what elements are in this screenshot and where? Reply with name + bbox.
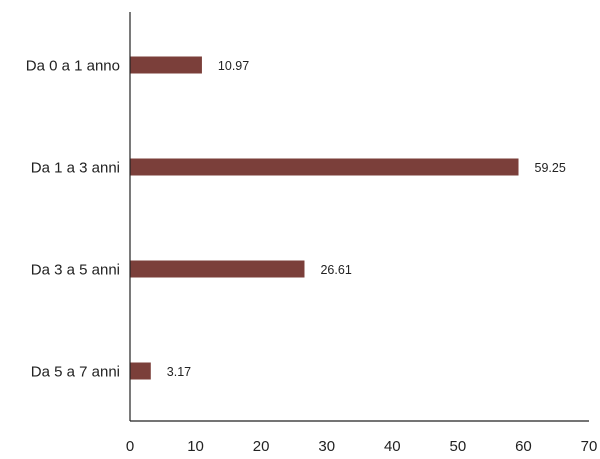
category-label: Da 3 a 5 anni <box>31 262 120 279</box>
axes-layer <box>129 12 589 422</box>
x-tick-label: 10 <box>187 438 204 455</box>
x-tick-label: 70 <box>581 438 598 455</box>
x-tick-label: 40 <box>384 438 401 455</box>
data-label: 59.25 <box>535 161 566 175</box>
x-tick-label: 0 <box>126 438 134 455</box>
category-label: Da 0 a 1 anno <box>26 58 120 75</box>
bars-layer <box>130 56 519 380</box>
x-tick-label: 60 <box>515 438 532 455</box>
bar <box>130 260 305 278</box>
category-label: Da 1 a 3 anni <box>31 160 120 177</box>
x-tick-label: 20 <box>253 438 270 455</box>
bar <box>130 56 202 74</box>
data-label: 10.97 <box>218 59 249 73</box>
x-tick-label: 50 <box>450 438 467 455</box>
labels-layer: 0 10 20 30 40 50 60 70 Da 0 a 1 anno 10.97 Da 1 a … <box>26 58 598 456</box>
data-label: 26.61 <box>320 263 351 277</box>
bar <box>130 362 151 380</box>
bar <box>130 158 519 176</box>
data-label: 3.17 <box>167 365 191 379</box>
category-label: Da 5 a 7 anni <box>31 364 120 381</box>
x-tick-label: 30 <box>318 438 335 455</box>
